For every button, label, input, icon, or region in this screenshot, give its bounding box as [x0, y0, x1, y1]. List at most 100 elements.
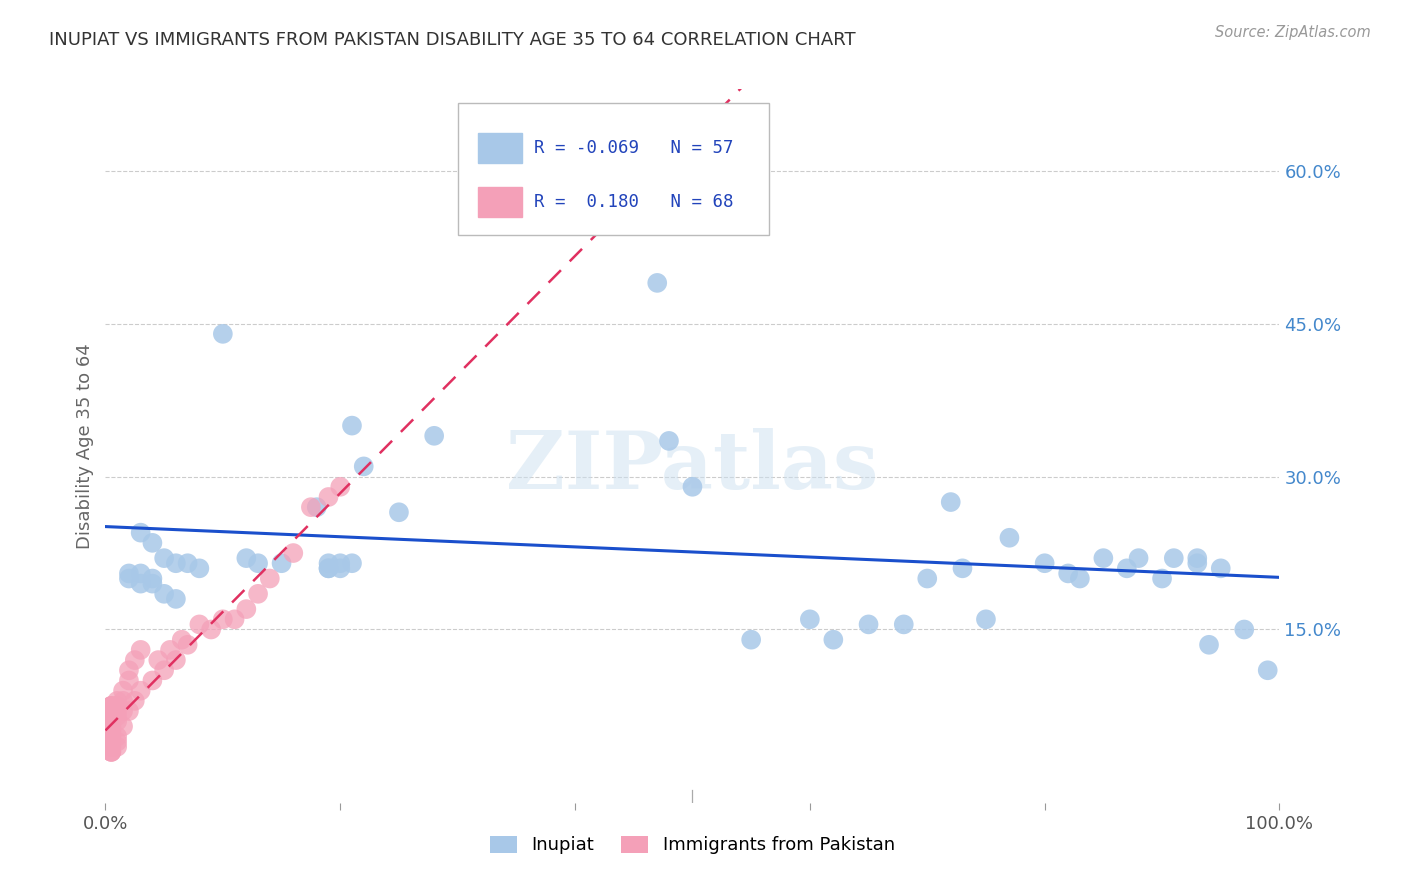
Point	[658, 434, 681, 448]
Point	[388, 505, 411, 519]
Point	[974, 612, 997, 626]
Point	[176, 556, 198, 570]
Point	[100, 719, 122, 733]
Point	[129, 576, 152, 591]
Point	[340, 556, 363, 570]
Point	[105, 694, 128, 708]
Point	[100, 724, 122, 739]
Point	[188, 617, 211, 632]
Point	[100, 719, 122, 733]
Point	[1187, 551, 1209, 566]
Point	[200, 623, 222, 637]
Point	[1033, 556, 1056, 570]
Point	[100, 704, 122, 718]
Point	[112, 704, 135, 718]
Point	[100, 698, 122, 713]
Point	[858, 617, 880, 632]
Point	[681, 480, 703, 494]
Point	[247, 556, 270, 570]
Point	[100, 745, 122, 759]
Point	[318, 490, 340, 504]
Point	[100, 709, 122, 723]
Point	[299, 500, 322, 515]
Point	[1115, 561, 1137, 575]
Point	[124, 653, 146, 667]
Point	[1069, 572, 1091, 586]
Point	[100, 734, 122, 748]
Point	[100, 724, 122, 739]
Point	[159, 643, 181, 657]
Point	[247, 587, 270, 601]
Point	[1057, 566, 1080, 581]
Point	[100, 734, 122, 748]
Point	[235, 551, 257, 566]
Point	[141, 536, 163, 550]
Point	[100, 704, 122, 718]
Point	[118, 572, 141, 586]
Point	[112, 719, 135, 733]
Text: R =  0.180   N = 68: R = 0.180 N = 68	[534, 193, 734, 211]
Point	[141, 673, 163, 688]
Y-axis label: Disability Age 35 to 64: Disability Age 35 to 64	[76, 343, 94, 549]
Point	[100, 698, 122, 713]
Point	[340, 418, 363, 433]
Point	[118, 673, 141, 688]
Point	[100, 714, 122, 729]
Legend: Inupiat, Immigrants from Pakistan: Inupiat, Immigrants from Pakistan	[482, 829, 903, 862]
Point	[100, 709, 122, 723]
Point	[105, 709, 128, 723]
Point	[176, 638, 198, 652]
Text: R = -0.069   N = 57: R = -0.069 N = 57	[534, 139, 734, 157]
Point	[1150, 572, 1173, 586]
Point	[141, 576, 163, 591]
Point	[100, 745, 122, 759]
Point	[100, 704, 122, 718]
Point	[118, 704, 141, 718]
Point	[129, 683, 152, 698]
Point	[318, 556, 340, 570]
Point	[105, 714, 128, 729]
Point	[100, 714, 122, 729]
Point	[112, 694, 135, 708]
Point	[153, 587, 176, 601]
Point	[129, 566, 152, 581]
Point	[100, 739, 122, 754]
Point	[952, 561, 974, 575]
Point	[1257, 663, 1279, 677]
Point	[100, 709, 122, 723]
Point	[153, 663, 176, 677]
FancyBboxPatch shape	[457, 103, 769, 235]
Point	[100, 719, 122, 733]
Bar	[478, 187, 522, 217]
Point	[105, 704, 128, 718]
Point	[998, 531, 1021, 545]
Point	[305, 500, 328, 515]
Point	[224, 612, 246, 626]
Point	[259, 572, 281, 586]
Point	[283, 546, 305, 560]
Point	[129, 525, 152, 540]
Point	[188, 561, 211, 575]
Point	[105, 698, 128, 713]
Point	[1187, 556, 1209, 570]
Text: ZIPatlas: ZIPatlas	[506, 428, 879, 507]
Point	[100, 739, 122, 754]
Point	[1233, 623, 1256, 637]
Point	[211, 326, 233, 341]
Point	[100, 730, 122, 744]
Point	[799, 612, 821, 626]
Point	[1163, 551, 1185, 566]
Point	[211, 612, 233, 626]
Point	[645, 276, 668, 290]
Point	[235, 602, 257, 616]
Point	[329, 480, 352, 494]
Point	[353, 459, 375, 474]
Point	[105, 734, 128, 748]
Point	[105, 739, 128, 754]
Point	[112, 683, 135, 698]
Point	[165, 653, 187, 667]
Point	[124, 694, 146, 708]
Point	[129, 643, 152, 657]
Point	[318, 561, 340, 575]
Point	[141, 572, 163, 586]
